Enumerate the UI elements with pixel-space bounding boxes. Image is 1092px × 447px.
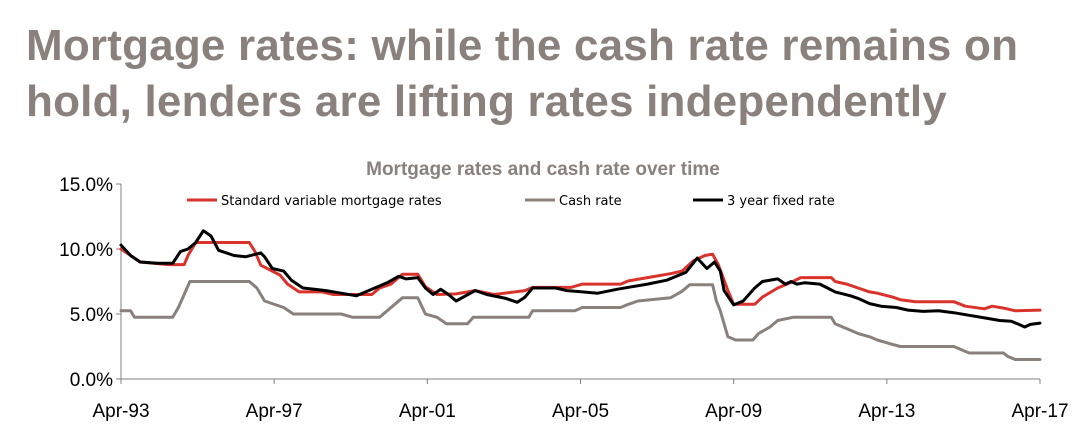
- y-tick-label: 15.0%: [59, 175, 113, 196]
- slide-title: Mortgage rates: while the cash rate rema…: [26, 18, 1086, 130]
- legend-item-standard-variable-mortgage-rates: Standard variable mortgage rates: [187, 194, 442, 209]
- axes: 0.0% 5.0% 10.0% 15.0% Apr-93 Apr-97 Apr-01 Apr-…: [59, 175, 1068, 422]
- slide-title-line-1: Mortgage rates: while the cash rate rema…: [26, 21, 1019, 70]
- legend: Standard variable mortgage rates Cash rat…: [187, 194, 835, 209]
- series-line-cash-rate: [119, 280, 1042, 361]
- legend-item-cash-rate: Cash rate: [525, 194, 622, 209]
- x-tick-label: Apr-01: [399, 401, 456, 422]
- chart-title: Mortgage rates and cash rate over time: [366, 159, 720, 180]
- x-tick-label: Apr-93: [92, 401, 149, 422]
- y-tick-label: 5.0%: [70, 305, 113, 326]
- series-layer: [119, 229, 1042, 361]
- y-tick-label: 0.0%: [70, 370, 113, 391]
- legend-item-3-year-fixed-rate: 3 year fixed rate: [693, 194, 835, 209]
- line-chart: Mortgage rates and cash rate over time S…: [59, 159, 1068, 422]
- legend-label: 3 year fixed rate: [727, 194, 835, 209]
- y-tick-label: 10.0%: [59, 240, 113, 261]
- x-tick-label: Apr-97: [246, 401, 303, 422]
- series-line-3-year-fixed-rate: [119, 229, 1042, 329]
- x-tick-label: Apr-05: [552, 401, 609, 422]
- x-tick-label: Apr-13: [858, 401, 915, 422]
- x-tick-label: Apr-17: [1011, 401, 1068, 422]
- legend-label: Standard variable mortgage rates: [221, 194, 442, 209]
- legend-label: Cash rate: [559, 194, 622, 209]
- slide-title-line-2: hold, lenders are lifting rates independ…: [26, 77, 947, 126]
- series-line-standard-variable-mortgage-rates: [119, 241, 1042, 313]
- x-tick-label: Apr-09: [705, 401, 762, 422]
